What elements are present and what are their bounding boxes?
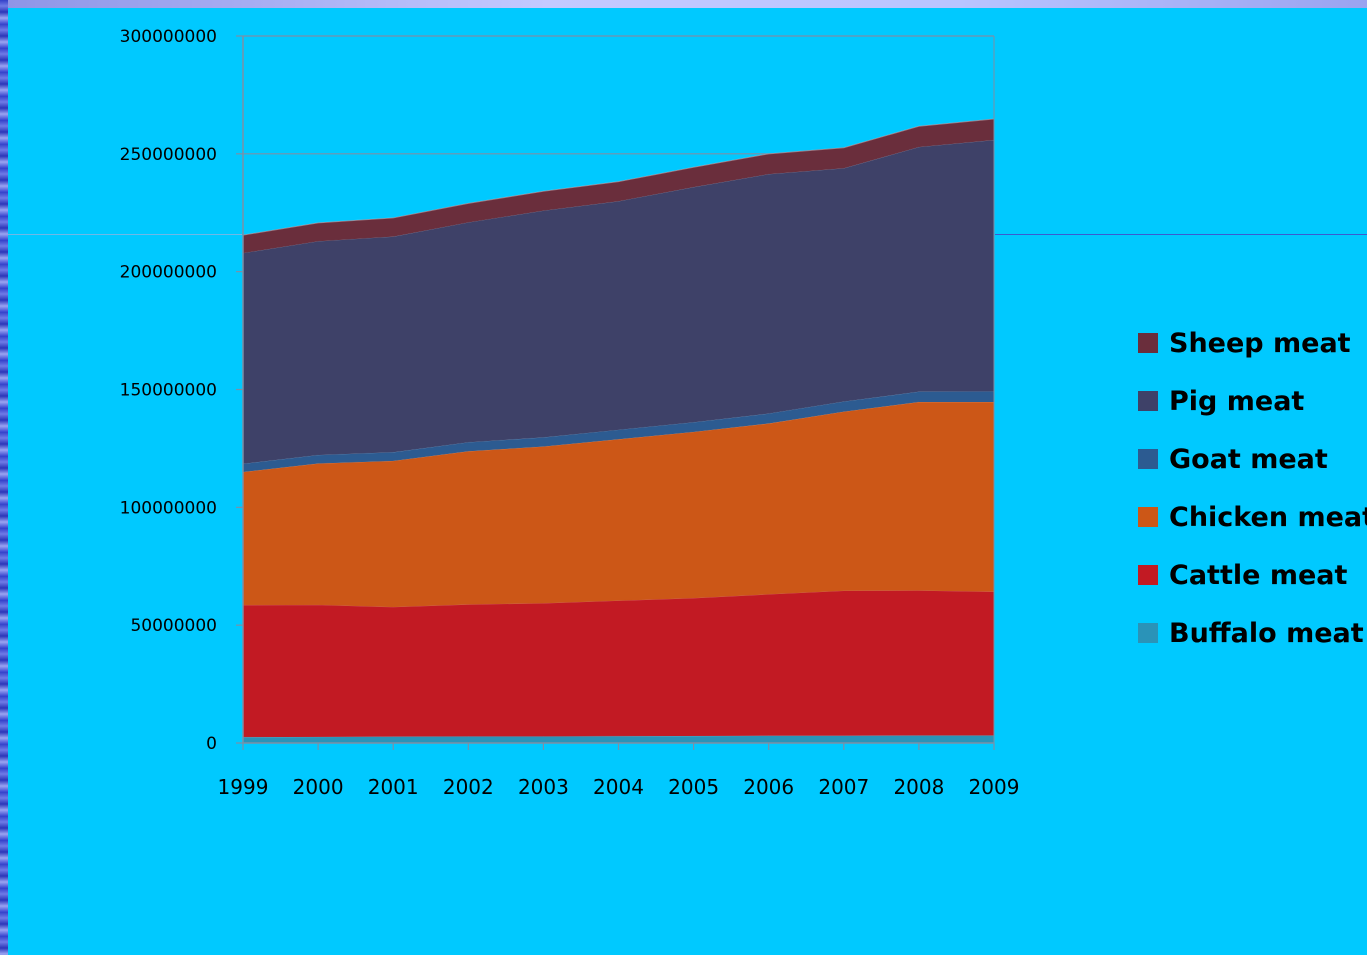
legend-item: Buffalo meat bbox=[1138, 604, 1367, 662]
slide-divider-line-left bbox=[8, 234, 242, 235]
x-tick-label: 2000 bbox=[293, 775, 344, 799]
chart-legend: Sheep meat Pig meat Goat meat Chicken meat C… bbox=[1138, 314, 1367, 662]
y-tick-label: 200000000 bbox=[120, 263, 217, 283]
x-tick-label: 2007 bbox=[818, 775, 869, 799]
y-tick-label: 100000000 bbox=[120, 498, 217, 518]
y-tick-label: 50000000 bbox=[130, 616, 217, 636]
area-edge-sheep-meat bbox=[242, 118, 995, 236]
y-axis-tick-labels: 0 50000000 100000000 150000000 200000000 2500… bbox=[120, 27, 243, 754]
slide-left-border bbox=[0, 0, 8, 955]
legend-item: Cattle meat bbox=[1138, 546, 1367, 604]
y-tick-label: 150000000 bbox=[120, 381, 217, 401]
legend-item: Pig meat bbox=[1138, 372, 1367, 430]
legend-swatch bbox=[1138, 449, 1158, 469]
legend-swatch bbox=[1138, 507, 1158, 527]
x-axis-tick-labels: 1999 2000 2001 2002 2003 2004 2005 2006 2007 2008… bbox=[218, 743, 1020, 799]
legend-item: Chicken meat bbox=[1138, 488, 1367, 546]
legend-label: Pig meat bbox=[1169, 385, 1305, 417]
chart-areas bbox=[242, 118, 995, 744]
x-tick-label: 2001 bbox=[368, 775, 419, 799]
legend-label: Goat meat bbox=[1169, 443, 1328, 475]
legend-label: Chicken meat bbox=[1169, 501, 1367, 533]
legend-item: Goat meat bbox=[1138, 430, 1367, 488]
legend-item: Sheep meat bbox=[1138, 314, 1367, 372]
x-tick-label: 2004 bbox=[593, 775, 644, 799]
y-tick-label: 0 bbox=[206, 734, 217, 754]
x-tick-label: 2002 bbox=[443, 775, 494, 799]
x-tick-label: 2009 bbox=[969, 775, 1020, 799]
slide-top-border bbox=[0, 0, 1367, 8]
legend-swatch bbox=[1138, 565, 1158, 585]
slide-divider-line bbox=[995, 234, 1367, 235]
legend-swatch bbox=[1138, 391, 1158, 411]
legend-swatch bbox=[1138, 623, 1158, 643]
y-tick-label: 300000000 bbox=[120, 27, 217, 47]
area-cattle-meat bbox=[242, 590, 995, 738]
x-tick-label: 2008 bbox=[893, 775, 944, 799]
x-tick-label: 2006 bbox=[743, 775, 794, 799]
legend-label: Sheep meat bbox=[1169, 327, 1351, 359]
legend-swatch bbox=[1138, 333, 1158, 353]
legend-label: Buffalo meat bbox=[1169, 617, 1364, 649]
x-tick-label: 2003 bbox=[518, 775, 569, 799]
x-tick-label: 1999 bbox=[218, 775, 269, 799]
y-tick-label: 250000000 bbox=[120, 145, 217, 165]
legend-label: Cattle meat bbox=[1169, 559, 1348, 591]
x-tick-label: 2005 bbox=[668, 775, 719, 799]
